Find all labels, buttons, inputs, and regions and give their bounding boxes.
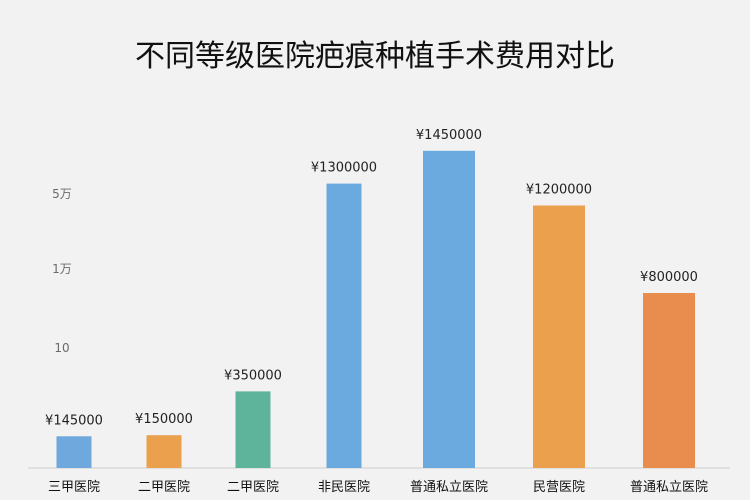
data-labels-group: ¥145000 ¥150000 ¥350000 ¥1300000 ¥1450000 ¥12… — [45, 128, 698, 428]
bar-2 — [146, 435, 182, 468]
bar-5 — [423, 150, 475, 469]
x-tick-label-4: 非民医院 — [318, 480, 370, 495]
bar-3 — [235, 391, 271, 468]
data-label-1: ¥145000 — [45, 413, 103, 428]
chart-title: 不同等级医院疤痕种植手术费用对比 — [135, 39, 615, 74]
y-axis-ticks: 5万 1万 10 — [52, 187, 72, 355]
x-tick-label-2: 二甲医院 — [138, 480, 190, 495]
x-tick-label-7: 普通私立医院 — [630, 480, 708, 495]
y-tick-label-3: 10 — [54, 341, 69, 355]
bar-6 — [533, 205, 585, 468]
data-label-3: ¥350000 — [224, 368, 282, 383]
x-tick-label-1: 三甲医院 — [48, 480, 100, 495]
data-label-7: ¥800000 — [640, 270, 698, 285]
y-tick-label-2: 1万 — [52, 262, 72, 276]
data-label-2: ¥150000 — [135, 412, 193, 427]
data-label-6: ¥1200000 — [526, 183, 592, 198]
y-tick-label-1: 5万 — [52, 187, 72, 201]
bar-7 — [643, 293, 695, 468]
x-tick-label-6: 民营医院 — [533, 480, 585, 495]
data-label-4: ¥1300000 — [311, 161, 377, 176]
data-label-5: ¥1450000 — [416, 128, 482, 143]
x-tick-label-5: 普通私立医院 — [410, 480, 488, 495]
bar-1 — [56, 436, 92, 468]
x-tick-label-3: 二甲医院 — [227, 480, 279, 495]
bar-4 — [326, 183, 362, 468]
bars-group — [56, 150, 695, 469]
x-tick-labels-group: 三甲医院 二甲医院 二甲医院 非民医院 普通私立医院 民营医院 普通私立医院 — [48, 480, 708, 495]
